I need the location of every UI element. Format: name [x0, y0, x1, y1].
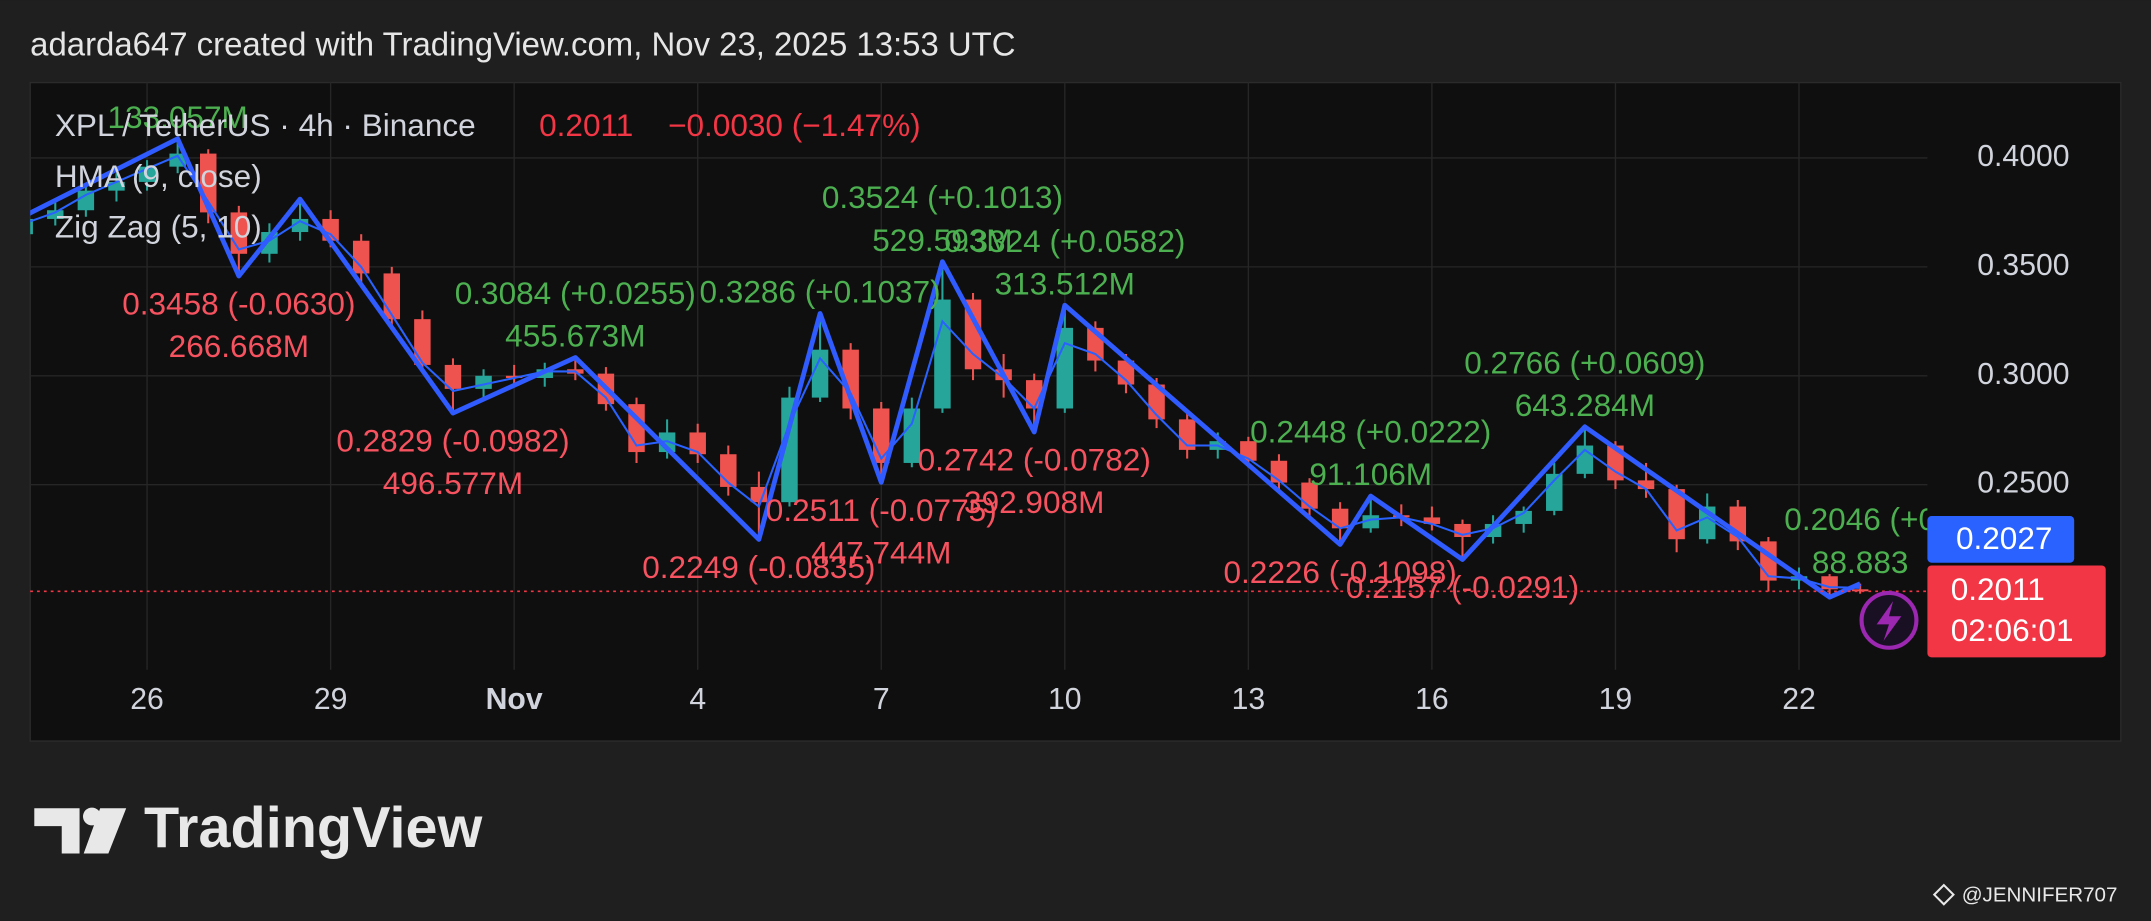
brand: TradingView: [144, 796, 482, 860]
candle-body: [964, 299, 982, 370]
y-tick-label: 0.3500: [1977, 249, 2069, 282]
x-tick-label: 10: [1048, 683, 1082, 716]
x-tick-label: 22: [1782, 683, 1816, 716]
pivot-label: 0.2157 (-0.0291): [1346, 569, 1579, 605]
attribution: adarda647 created with TradingView.com, …: [30, 26, 1015, 63]
candle-body: [1117, 360, 1135, 385]
y-tick-label: 0.2500: [1977, 467, 2069, 500]
y-tick-label: 0.3000: [1977, 358, 2069, 391]
price-badge: [1927, 565, 2106, 658]
pivot-label: 0.3324 (+0.0582): [944, 223, 1185, 259]
pivot-label: 0.3286 (+0.1037): [699, 274, 940, 310]
candle-body: [934, 299, 951, 409]
candle-body: [108, 181, 125, 191]
candle-body: [1331, 508, 1349, 529]
pivot-label: 0.2046 (+0: [1784, 501, 1936, 537]
pivot-label: 266.668M: [169, 328, 309, 364]
pivot-label: 0.3458 (-0.0630): [122, 286, 355, 322]
candle-body: [30, 218, 33, 235]
chart-panel: [29, 81, 2122, 742]
hma-badge: [1927, 516, 2075, 563]
candle-body: [47, 210, 64, 219]
x-tick-label: 19: [1599, 683, 1633, 716]
pivot-label: 0.2511 (-0.0775): [766, 492, 997, 528]
symbol-title: XPL / TetherUS · 4h · Binance: [55, 107, 476, 143]
alert-bolt: [1876, 601, 1902, 641]
candle-body: [1851, 589, 1869, 592]
overlay: 0.2027 0.2011 02:06:01: [30, 516, 2106, 658]
candle-body: [689, 432, 706, 455]
candle-body: [1668, 489, 1685, 540]
pivot-label: 91.106M: [1309, 456, 1432, 492]
watermark-icon: [1932, 883, 1955, 906]
pivot-label: 643.284M: [1515, 387, 1655, 423]
candle-body: [444, 364, 462, 389]
pivot-label: 0.2766 (+0.0609): [1464, 344, 1705, 380]
header-price: 0.2011: [539, 107, 633, 143]
logo-mark: [34, 808, 80, 854]
x-tick-label: 7: [873, 683, 890, 716]
candle-body: [1607, 445, 1624, 481]
legend-hma: HMA (9, close): [55, 158, 262, 194]
pivot-label: 133.057M: [107, 99, 247, 135]
logo-slash: [83, 808, 127, 854]
price-badge-label: 0.2011: [1951, 571, 2045, 607]
candle-body: [1637, 480, 1655, 490]
x-tick-label: 29: [314, 683, 348, 716]
legend-zigzag: Zig Zag (5, 10): [55, 209, 262, 245]
candle-body: [352, 240, 370, 274]
pivot-label: 0.3084 (+0.0255): [455, 275, 696, 311]
pivot-label: 313.512M: [995, 265, 1135, 301]
pivot-label: 529.593M: [872, 222, 1012, 258]
pivot-label: 0.2448 (+0.0222): [1250, 414, 1491, 450]
hma-badge-label: 0.2027: [1956, 520, 2053, 556]
pivot-label: 0.2226 (-0.1098): [1223, 554, 1456, 590]
x-tick-label: 26: [130, 683, 164, 716]
pivot-label: 392.908M: [964, 484, 1104, 520]
candle-body: [383, 273, 401, 320]
x-tick-label: 4: [689, 683, 706, 716]
pivot-label: 88.883: [1812, 544, 1909, 580]
x-tick-label: 13: [1232, 683, 1266, 716]
candle-body: [1423, 517, 1441, 524]
y-tick-label: 0.4000: [1977, 140, 2069, 173]
candle-body: [414, 319, 431, 365]
candle-body: [903, 408, 921, 463]
candle-body: [77, 190, 95, 211]
countdown: 02:06:01: [1951, 612, 2074, 648]
pivot-label: 0.2249 (-0.0835): [642, 549, 875, 585]
candle-body: [1056, 327, 1074, 409]
candle-body: [505, 375, 523, 378]
zigzag-line: [30, 136, 1862, 600]
x-tick-label: 16: [1415, 683, 1449, 716]
pivot-label: 0.2742 (-0.0782): [918, 442, 1151, 478]
watermark: @JENNIFER707: [1962, 883, 2118, 906]
candle-body: [1546, 473, 1563, 511]
pivot-label: 496.577M: [383, 465, 523, 501]
logo: TradingView: [34, 796, 483, 860]
pivot-label: 0.3524 (+0.1013): [822, 179, 1063, 215]
pivot-label: 447.744M: [811, 534, 951, 570]
plot-area: 133.057M 0.3458 (-0.0630) 266.668M 0.2829 (…: [30, 99, 1936, 605]
header-change: −0.0030 (−1.47%): [668, 107, 921, 143]
candle-body: [842, 349, 859, 409]
x-tick-label: Nov: [486, 683, 543, 716]
pivot-label: 0.2829 (-0.0982): [336, 423, 569, 459]
candle-body: [781, 397, 798, 503]
hma-line: [30, 154, 1861, 589]
pivot-label: 455.673M: [505, 318, 645, 354]
